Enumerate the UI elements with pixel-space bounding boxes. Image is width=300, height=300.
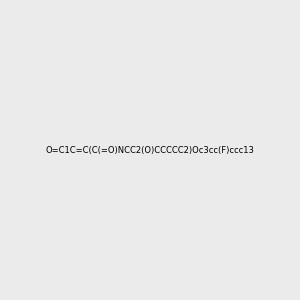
Text: O=C1C=C(C(=O)NCC2(O)CCCCC2)Oc3cc(F)ccc13: O=C1C=C(C(=O)NCC2(O)CCCCC2)Oc3cc(F)ccc13: [46, 146, 254, 154]
